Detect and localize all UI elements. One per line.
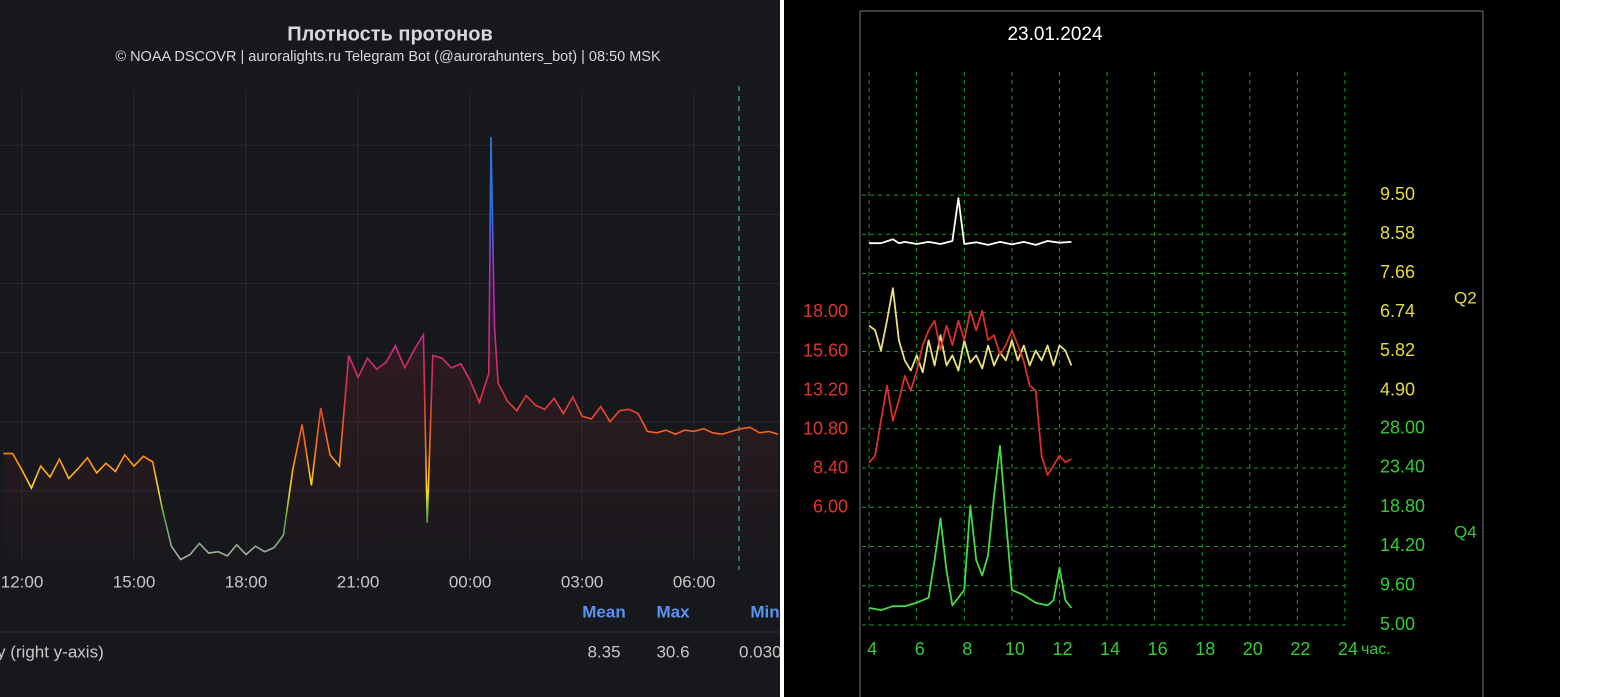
y-tick-label: 4.90: [1380, 379, 1415, 399]
y-tick-label: 13.20: [803, 379, 848, 399]
chart-subtitle: © NOAA DSCOVR | auroralights.ru Telegram…: [115, 49, 661, 65]
magnetometer-chart: 23.01.2024 4 6 8 10 12 14 16 18 20 22 24 час. 6.00 8.…: [784, 0, 1600, 697]
x-tick-label: 6: [915, 639, 925, 659]
legend-column: Max: [656, 602, 690, 621]
axis-label: Q4: [1454, 522, 1477, 541]
line: [868, 444, 1073, 611]
line: [869, 197, 1072, 246]
y-tick-label: 28.00: [1380, 417, 1425, 437]
legend-value: 30.6: [656, 642, 689, 661]
y-tick-label: 5.00: [1380, 614, 1415, 634]
chart-title: 23.01.2024: [1007, 24, 1103, 45]
y-tick-label: 5.82: [1380, 340, 1415, 360]
y-tick-label: 23.40: [1380, 457, 1425, 477]
x-tick-label: 24: [1338, 639, 1358, 659]
x-tick-label: 14: [1100, 639, 1120, 659]
y-tick-label: 8.58: [1380, 223, 1415, 243]
x-tick-label: 18:00: [225, 572, 268, 591]
area: [3, 137, 779, 560]
divider: [780, 0, 784, 697]
y-tick-label: 9.50: [1380, 184, 1415, 204]
x-tick-label: 06:00: [673, 572, 716, 591]
y-tick-label: 6.00: [813, 497, 848, 517]
x-tick-label: 00:00: [449, 572, 492, 591]
density-chart: Плотность протонов © NOAA DSCOVR | auror…: [0, 0, 780, 697]
x-tick-label: 16: [1148, 639, 1168, 659]
y-tick-label: 18.80: [1380, 496, 1425, 516]
y-tick-label: 9.60: [1380, 574, 1415, 594]
y-tick-label: 10.80: [803, 418, 848, 438]
legend-column: Min: [750, 602, 779, 621]
x-tick-label: 10: [1005, 639, 1025, 659]
legend-label: y (right y-axis): [0, 642, 104, 661]
x-tick-label: 12: [1052, 639, 1072, 659]
line: [868, 309, 1072, 477]
x-tick-label: 03:00: [561, 572, 604, 591]
x-tick-label: 4: [867, 639, 877, 659]
margin: [1560, 0, 1600, 697]
x-tick-label: 21:00: [337, 572, 380, 591]
legend-value: 0.0300: [739, 642, 780, 661]
y-tick-label: 7.66: [1380, 262, 1415, 282]
line: [3, 136, 779, 561]
y-tick-label: 6.74: [1380, 301, 1415, 321]
x-tick-label: 18: [1195, 639, 1215, 659]
y-tick-label: 8.40: [813, 457, 848, 477]
legend-column: Mean: [582, 602, 625, 621]
x-unit: час.: [1361, 641, 1391, 658]
legend-value: 8.35: [587, 642, 620, 661]
y-tick-label: 14.20: [1380, 535, 1425, 555]
y-tick-label: 18.00: [803, 301, 848, 321]
x-tick-label: 8: [962, 639, 972, 659]
x-tick-label: 15:00: [113, 572, 156, 591]
chart-title: Плотность протонов: [287, 23, 493, 45]
line: [868, 287, 1073, 374]
axis-label: Q2: [1454, 288, 1477, 307]
x-tick-label: 12:00: [1, 572, 44, 591]
y-tick-label: 15.60: [803, 340, 848, 360]
x-tick-label: 22: [1290, 639, 1310, 659]
x-tick-label: 20: [1243, 639, 1263, 659]
